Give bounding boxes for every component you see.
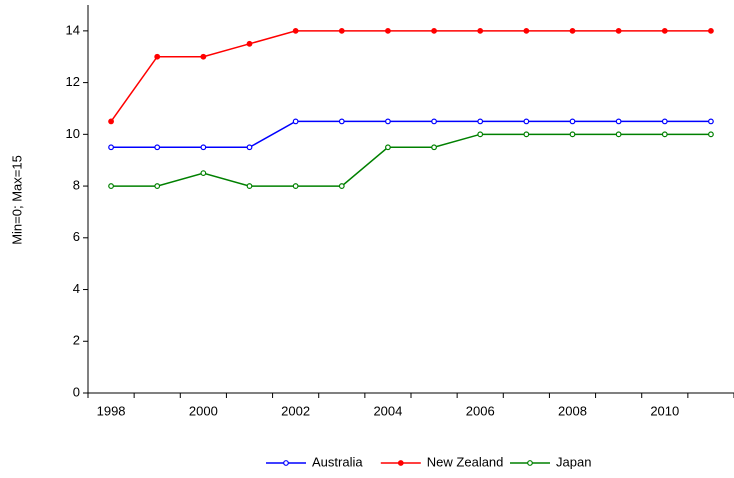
point <box>477 27 484 34</box>
point <box>246 183 253 189</box>
point <box>338 183 345 189</box>
legend-marker <box>527 460 533 466</box>
x-tick-label: 2006 <box>466 403 495 418</box>
point <box>154 183 161 189</box>
point <box>246 144 253 151</box>
point <box>431 27 437 34</box>
point <box>569 27 576 34</box>
y-tick-label: 8 <box>73 178 80 193</box>
point <box>292 118 299 125</box>
point <box>661 131 668 138</box>
point <box>108 183 114 189</box>
y-tick-label: 10 <box>66 126 80 141</box>
legend-marker <box>283 460 289 466</box>
point <box>615 118 622 125</box>
point <box>708 131 714 138</box>
series-line <box>111 133 711 187</box>
point <box>292 183 299 189</box>
point <box>385 118 391 125</box>
point <box>708 27 714 34</box>
legend-marker <box>397 460 404 466</box>
point <box>661 118 668 125</box>
y-tick-label: 0 <box>73 384 80 399</box>
point <box>154 144 161 151</box>
y-tick-label: 2 <box>73 333 80 348</box>
point <box>108 118 114 125</box>
x-tick-label: 2008 <box>558 403 587 418</box>
point <box>615 27 622 34</box>
y-axis-label: Min=0; Max=15 <box>9 155 24 245</box>
y-tick-label: 12 <box>66 74 80 89</box>
point <box>615 131 622 138</box>
point <box>338 118 345 125</box>
point <box>477 131 484 138</box>
x-tick-label: 2010 <box>650 403 679 418</box>
point <box>569 131 576 138</box>
x-tick-label: 2000 <box>189 403 218 418</box>
point <box>523 118 530 125</box>
point <box>431 144 437 151</box>
point <box>385 144 391 151</box>
legend-label: New Zealand <box>427 454 504 469</box>
point <box>154 53 161 60</box>
point <box>477 118 484 125</box>
point <box>661 27 668 34</box>
x-tick-label: 2002 <box>281 403 310 418</box>
series-line <box>110 30 711 122</box>
point <box>431 118 437 125</box>
point <box>246 40 253 47</box>
x-tick-label: 1998 <box>97 403 126 418</box>
point <box>292 27 299 34</box>
point <box>200 144 207 151</box>
legend-label: Australia <box>312 454 363 469</box>
point <box>385 27 391 34</box>
point <box>523 131 530 138</box>
point <box>200 170 207 177</box>
y-tick-label: 6 <box>73 229 80 244</box>
point <box>708 118 714 125</box>
y-tick-label: 4 <box>73 281 80 296</box>
legend-label: Japan <box>556 454 591 469</box>
series-line <box>111 120 711 149</box>
x-tick-label: 2004 <box>373 403 402 418</box>
point <box>569 118 576 125</box>
point <box>200 53 207 60</box>
point <box>338 27 345 34</box>
point <box>523 27 530 34</box>
point <box>108 144 114 151</box>
y-tick-label: 14 <box>66 22 80 37</box>
